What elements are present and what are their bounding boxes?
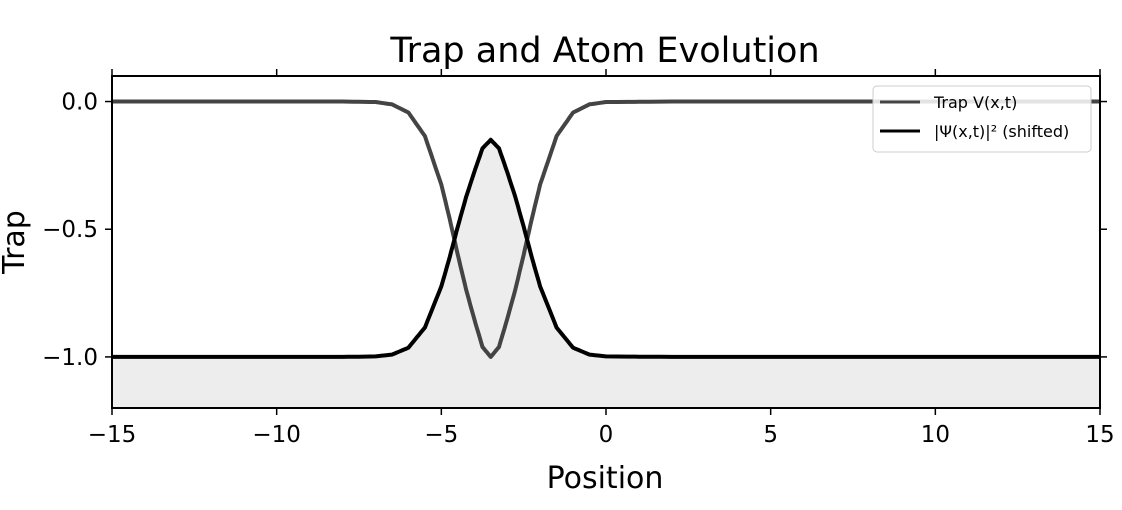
x-tick-label: 10 [921,422,950,448]
plot-area: −15 −10 −5 0 5 10 15 0.0 −0.5 −1.0 [42,69,1115,448]
legend-label-trap: Trap V(x,t) [933,93,1017,112]
legend: Trap V(x,t) |Ψ(x,t)|² (shifted) [872,85,1092,153]
y-tick-label: −1.0 [42,345,98,371]
legend-box [872,85,1092,153]
wavefunction-fill-area [112,139,1100,409]
series-line-trap [112,99,1100,359]
series-lines [112,99,1100,359]
x-tick-label: 5 [763,422,778,448]
x-tick-label: −5 [424,422,458,448]
y-ticks: 0.0 −0.5 −1.0 [42,90,1107,371]
x-tick-label: −15 [88,422,137,448]
y-tick-label: −0.5 [42,217,98,243]
chart-title: Trap and Atom Evolution [389,31,819,71]
x-axis-label: Position [547,461,664,496]
legend-label-wavefunction: |Ψ(x,t)|² (shifted) [934,122,1069,141]
x-tick-label: −10 [252,422,301,448]
y-tick-label: 0.0 [61,90,98,116]
y-axis-label: Trap [0,210,32,275]
x-ticks: −15 −10 −5 0 5 10 15 [88,69,1115,448]
series-line-wavefunction [112,137,1100,359]
x-tick-label: 0 [599,422,614,448]
x-tick-label: 15 [1085,422,1114,448]
